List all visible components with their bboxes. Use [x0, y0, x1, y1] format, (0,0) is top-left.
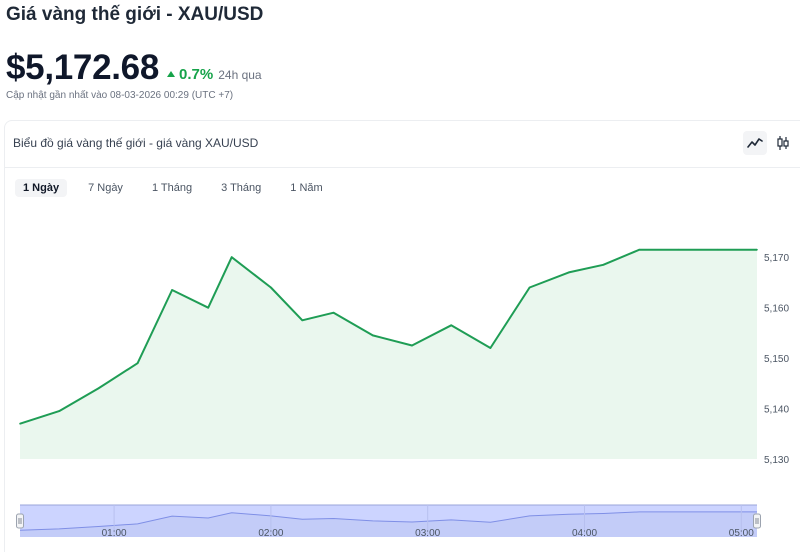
tab-1-day[interactable]: 1 Ngày [15, 179, 68, 197]
tab-7-days[interactable]: 7 Ngày [88, 182, 123, 194]
current-price: $5,172.68 [6, 48, 160, 87]
candlestick-icon [777, 136, 789, 150]
tab-1-year[interactable]: 1 Năm [290, 182, 323, 194]
arrow-up-icon [167, 71, 176, 77]
price-row: $5,172.68 0.7% 24h qua [6, 48, 262, 88]
change-percent: 0.7% [179, 66, 214, 83]
price-change: 0.7% 24h qua [167, 66, 262, 83]
change-period: 24h qua [218, 68, 262, 82]
timeframe-tabs: 1 Ngày 7 Ngày 1 Tháng 3 Tháng 1 Năm [15, 179, 344, 197]
line-chart-icon [747, 138, 763, 148]
tab-1-month[interactable]: 1 Tháng [151, 182, 193, 194]
last-updated: Cập nhật gần nhất vào 08-03-2026 00:29 (… [6, 90, 234, 101]
page-title: Giá vàng thế giới - XAU/USD [6, 4, 264, 25]
chart-view-toggle [743, 131, 799, 155]
chart-title: Biểu đồ giá vàng thế giới - giá vàng XAU… [13, 136, 259, 150]
chart-card-header: Biểu đồ giá vàng thế giới - giá vàng XAU… [5, 121, 800, 168]
tab-3-months[interactable]: 3 Tháng [221, 182, 262, 194]
chart-card: Biểu đồ giá vàng thế giới - giá vàng XAU… [4, 120, 800, 552]
candlestick-view-button[interactable] [771, 131, 795, 155]
line-view-button[interactable] [743, 131, 767, 155]
